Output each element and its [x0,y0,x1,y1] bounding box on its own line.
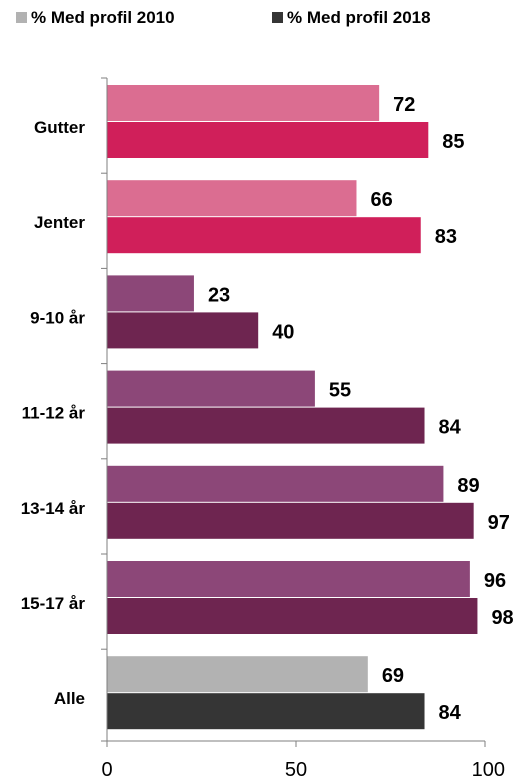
legend-label-2010: % Med profil 2010 [31,8,175,27]
bar-11-12-r-2018 [107,407,425,444]
bar-13-14-r-2010 [107,465,444,502]
value-label-15-17-r-2010: 96 [484,570,506,592]
bar-jenter-2010 [107,180,357,217]
category-label-jenter: Jenter [34,213,85,232]
bar-gutter-2018 [107,122,429,158]
category-label-gutter: Gutter [34,118,85,137]
bar-15-17-r-2010 [107,561,470,597]
value-label-gutter-2018: 85 [442,131,464,153]
legend-swatch-2018 [272,12,283,23]
bar-alle-2010 [107,656,368,693]
value-label-15-17-r-2018: 98 [491,607,513,629]
legend-label-2018: % Med profil 2018 [287,8,431,27]
category-label-15-17-r: 15-17 år [21,594,86,613]
category-label-9-10-r: 9-10 år [30,308,85,327]
category-label-alle: Alle [54,689,85,708]
value-label-alle-2010: 69 [382,665,404,687]
value-label-jenter-2010: 66 [370,189,392,211]
value-label-13-14-r-2010: 89 [457,475,479,497]
x-tick-label-100: 100 [472,759,505,781]
category-label-13-14-r: 13-14 år [21,499,86,518]
bar-13-14-r-2018 [107,502,474,539]
bar-gutter-2010 [107,85,380,121]
legend-swatch-2010 [16,12,27,23]
bar-9-10-r-2018 [107,312,259,349]
bar-jenter-2018 [107,217,421,254]
x-tick-label-50: 50 [285,759,307,781]
plot-area: 72 85 Gutter 66 83 Jenter 23 40 9-10 år 55 84 11-12… [21,77,514,781]
value-label-11-12-r-2010: 55 [329,380,351,402]
value-label-alle-2018: 84 [439,702,462,724]
bar-11-12-r-2010 [107,370,315,407]
value-label-11-12-r-2018: 84 [439,417,462,439]
value-label-jenter-2018: 83 [435,226,457,248]
value-label-gutter-2010: 72 [393,94,415,116]
value-label-9-10-r-2010: 23 [208,284,230,306]
bar-15-17-r-2018 [107,598,478,634]
bar-alle-2018 [107,693,425,730]
bar-9-10-r-2010 [107,275,194,312]
value-label-9-10-r-2018: 40 [272,321,294,343]
value-label-13-14-r-2018: 97 [488,512,510,534]
category-label-11-12-r: 11-12 år [22,404,86,423]
legend: % Med profil 2010 % Med profil 2018 [16,8,431,27]
x-tick-label-0: 0 [101,759,112,781]
